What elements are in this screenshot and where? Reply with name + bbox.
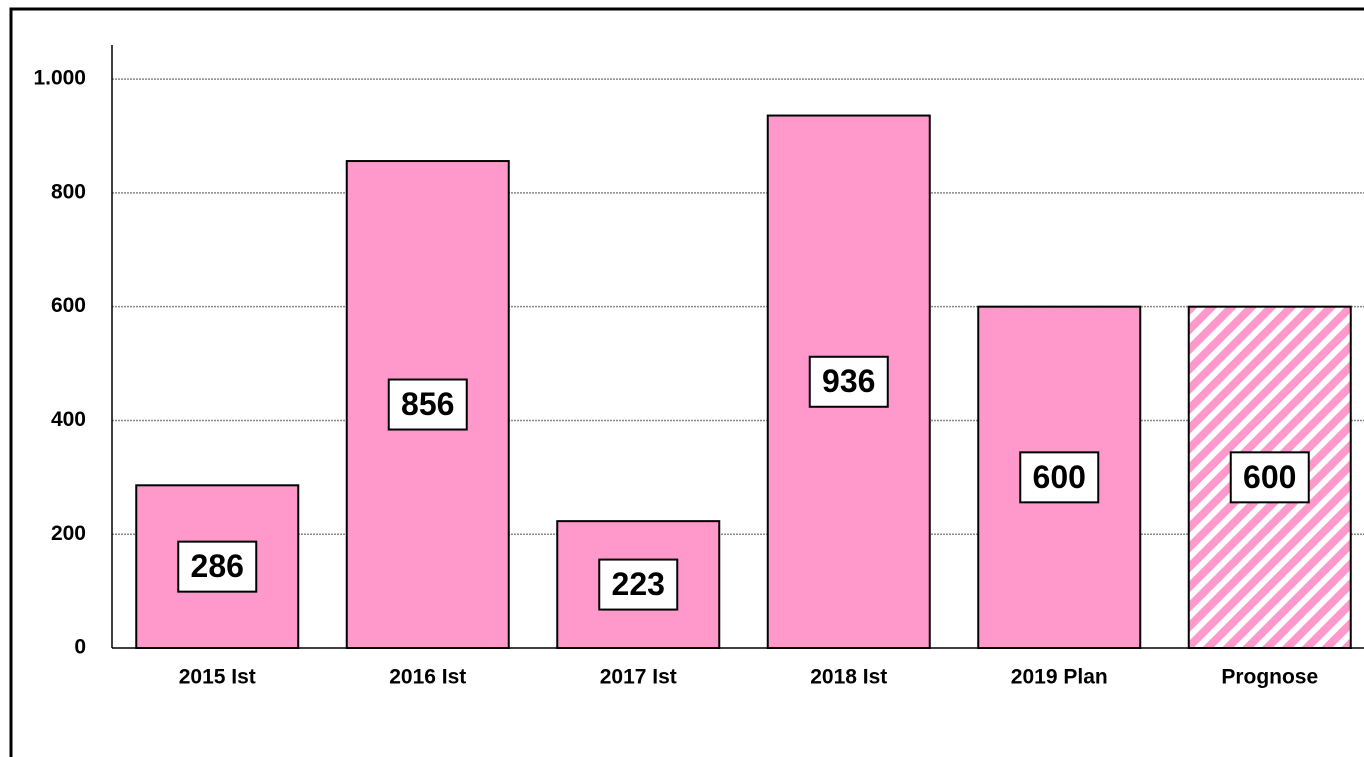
y-tick-label: 1.000 xyxy=(33,67,86,90)
x-tick-label: Prognose xyxy=(1221,666,1318,689)
y-tick-label: 600 xyxy=(51,294,86,317)
y-tick-label: 800 xyxy=(51,180,86,203)
value-label-box xyxy=(598,558,679,611)
x-tick-label: 2016 Ist xyxy=(389,666,466,689)
value-label-box xyxy=(177,540,258,593)
frame xyxy=(9,7,1364,757)
x-tick-label: 2015 Ist xyxy=(179,666,256,689)
value-label: 286 xyxy=(191,548,244,584)
value-label: 600 xyxy=(1033,459,1086,495)
x-tick-label: 2017 Ist xyxy=(600,666,677,689)
y-tick-label: 400 xyxy=(51,408,86,431)
value-label-box xyxy=(1019,451,1100,504)
y-tick-label: 0 xyxy=(74,636,86,659)
value-label-box xyxy=(808,355,889,408)
value-label: 223 xyxy=(612,566,665,602)
value-label: 856 xyxy=(401,386,454,422)
value-label-box xyxy=(387,378,468,431)
y-tick-label: 200 xyxy=(51,522,86,545)
value-label-box xyxy=(1229,451,1310,504)
x-tick-label: 2018 Ist xyxy=(810,666,887,689)
x-tick-label: 2019 Plan xyxy=(1011,666,1108,689)
value-label: 936 xyxy=(822,363,875,399)
value-label: 600 xyxy=(1243,459,1296,495)
